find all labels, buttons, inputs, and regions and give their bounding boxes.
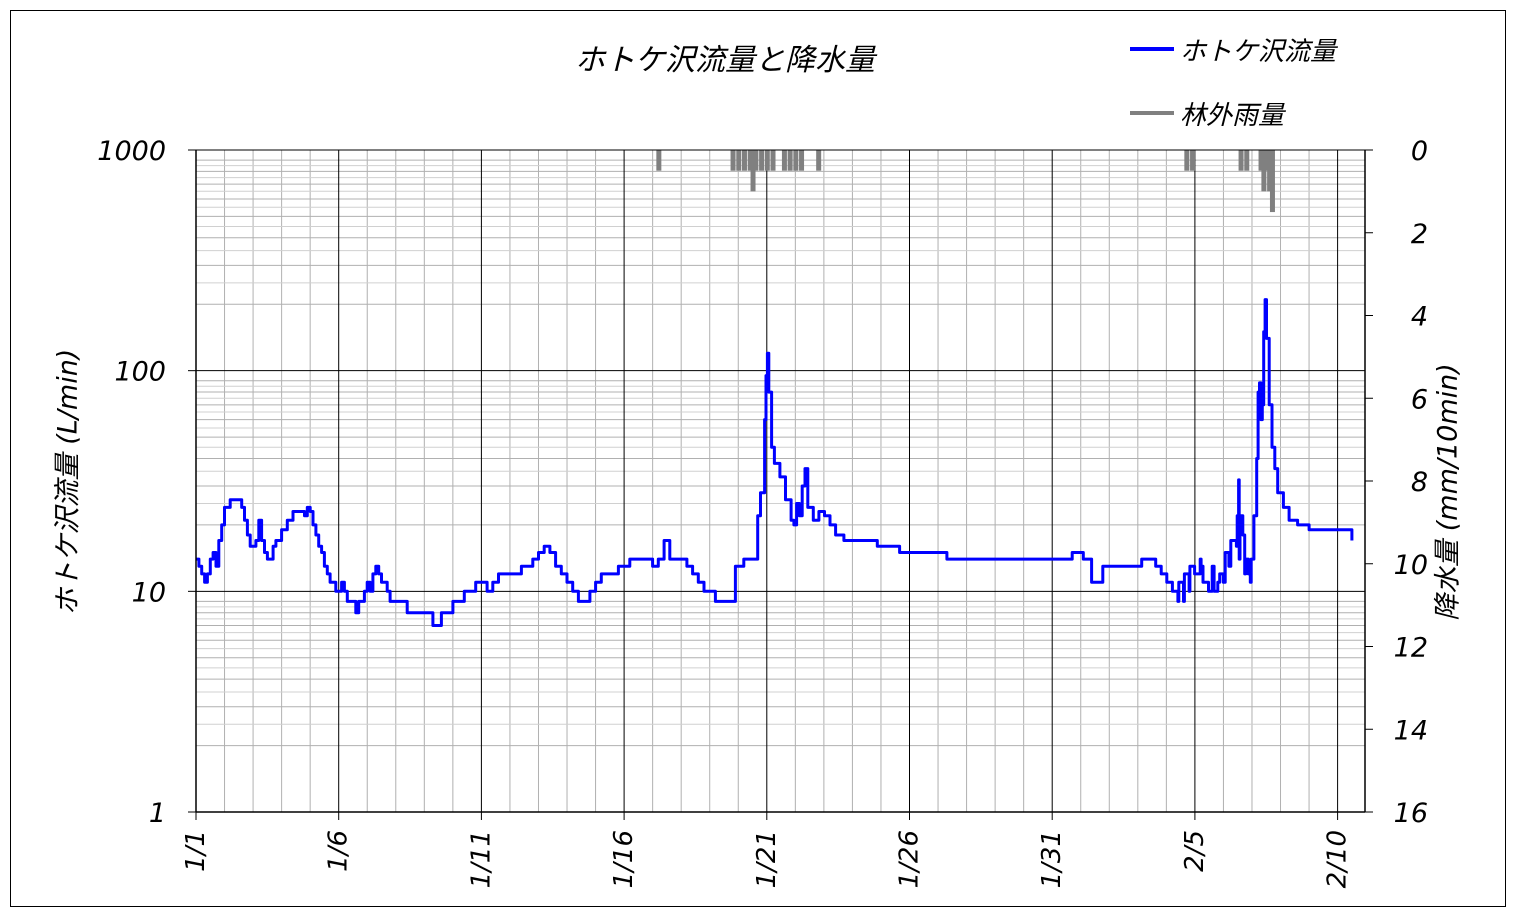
rain-bar: [750, 150, 756, 192]
rain-series: [656, 150, 1275, 213]
x-tick-label: 2/5: [1180, 830, 1210, 872]
legend-flow-label: ホトケ沢流量: [1180, 36, 1337, 67]
rain-bar: [787, 150, 793, 171]
legend-rain-label: 林外雨量: [1180, 100, 1285, 131]
rain-bar: [1238, 150, 1244, 171]
y-left-tick-label: 10: [132, 577, 166, 608]
chart-frame: [10, 10, 1506, 907]
flow-series: [196, 298, 1354, 627]
x-tick-label: 1/6: [324, 830, 354, 872]
legend-flow: ホトケ沢流量: [1130, 34, 1336, 67]
chart-title: ホトケ沢流量と降水量: [575, 43, 875, 78]
y-left-tick-label: 1000: [97, 136, 166, 167]
x-tick-label: 1/11: [466, 830, 496, 888]
rain-bar: [1258, 150, 1264, 171]
axis-layer: [188, 149, 1373, 820]
y-left-tick-label: 100: [114, 357, 166, 388]
rain-bar: [1244, 150, 1250, 171]
rain-bar: [1264, 150, 1270, 171]
rain-bar: [770, 150, 776, 171]
rain-bar: [764, 150, 770, 171]
tick-labels: 1 10 100 1000 0 2 4 6 8 10 12 14 16 1/1 1/6 1/11 1/16 1/2…: [97, 136, 1428, 888]
y-right-tick-label: 12: [1394, 633, 1428, 664]
legend-rain-swatch: [1130, 111, 1174, 115]
y-right-tick-label: 16: [1394, 798, 1428, 829]
x-tick-label: 1/21: [752, 830, 782, 888]
y-right-tick-label: 2: [1411, 219, 1428, 250]
rain-bar: [799, 150, 805, 171]
x-tick-label: 2/10: [1323, 830, 1353, 888]
rain-bar: [816, 150, 822, 171]
grid-layer: [195, 149, 1365, 813]
x-tick-label: 1/16: [609, 830, 639, 888]
y-left-tick-label: 1: [149, 798, 166, 829]
y-right-tick-label: 14: [1394, 715, 1428, 746]
rain-bar: [1267, 150, 1273, 192]
x-tick-label: 1/26: [895, 830, 925, 888]
rain-bar: [736, 150, 742, 171]
y-axis-right-label: 降水量 (mm/10min): [1432, 363, 1464, 621]
rain-bar: [1261, 150, 1267, 192]
rain-bar: [793, 150, 799, 171]
flow-line: [196, 298, 1354, 627]
rain-bar: [781, 150, 787, 171]
rain-bar: [759, 150, 765, 171]
rain-bar: [1190, 150, 1196, 171]
y-axis-left-label: ホトケ沢流量 (L/min): [52, 348, 84, 616]
rain-bar: [730, 150, 736, 171]
legend-flow-swatch: [1130, 47, 1174, 51]
rain-bar: [741, 150, 747, 171]
y-right-tick-label: 10: [1394, 550, 1428, 581]
rain-bar: [656, 150, 662, 171]
y-right-tick-label: 4: [1411, 302, 1428, 333]
legend-rain: 林外雨量: [1130, 98, 1284, 131]
x-tick-label: 1/1: [181, 830, 211, 872]
y-right-tick-label: 6: [1411, 384, 1428, 415]
rain-bar: [753, 150, 759, 171]
rain-bar: [1184, 150, 1190, 171]
x-tick-label: 1/31: [1037, 830, 1067, 888]
y-right-tick-label: 8: [1411, 467, 1428, 498]
y-right-tick-label: 0: [1411, 136, 1428, 167]
rain-bar: [747, 150, 753, 171]
rain-bar: [1269, 150, 1275, 213]
